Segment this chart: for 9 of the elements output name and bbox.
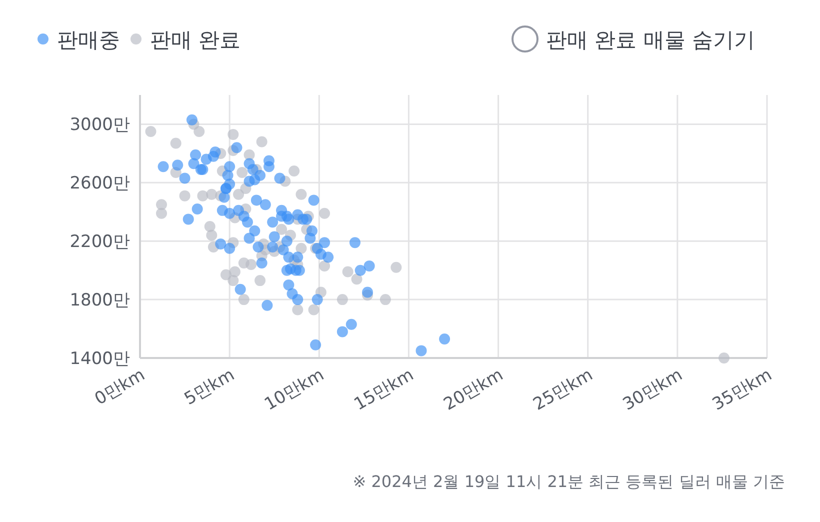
y-tick-label: 2600만 — [70, 174, 130, 194]
legend-label: 판매 완료 — [150, 28, 241, 52]
y-tick-label: 1400만 — [70, 349, 130, 369]
y-tick-label: 2200만 — [70, 232, 130, 252]
y-tick-label: 3000만 — [70, 115, 130, 136]
text: ※ 2024년 2월 19일 11시 21분 최근 등록된 딜러 매물 기준 — [352, 472, 785, 491]
y-tick-label: 1800만 — [70, 290, 130, 311]
legend-label: 판매중 — [57, 28, 120, 52]
toggle: 판매 완료 매물 숨기기 — [512, 26, 756, 52]
